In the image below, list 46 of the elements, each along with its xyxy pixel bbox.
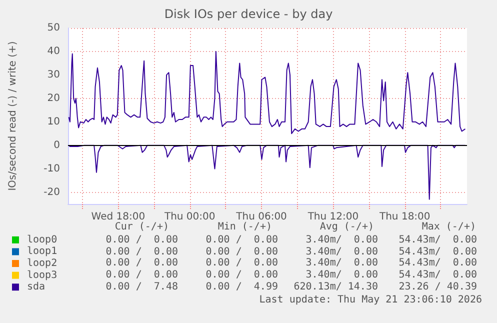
chart-title: Disk IOs per device - by day: [164, 7, 333, 21]
text: 54.43m/ 0.00: [398, 258, 477, 268]
legend-label: loop2: [27, 258, 58, 269]
y-tick-label: -20: [44, 186, 60, 198]
text: 23.26 / 40.39: [398, 282, 477, 292]
text: 54.43m/ 0.00: [398, 270, 477, 280]
text: Avg (-/+): [320, 222, 374, 232]
text: 620.13m/ 14.30: [294, 282, 378, 292]
text: 0.00 / 0.00: [106, 258, 178, 268]
legend-label: loop0: [27, 234, 58, 246]
text: Cur (-/+): [114, 222, 169, 232]
text: Min (-/+): [218, 222, 272, 232]
legend-label: loop3: [27, 270, 58, 281]
y-tick-label: 50: [47, 22, 60, 34]
x-tick-label: Thu 00:00: [163, 212, 216, 222]
text: 54.43m/ 0.00: [398, 246, 477, 258]
text: 3.40m/ 0.00: [306, 270, 378, 280]
text: Max (-/+): [422, 222, 476, 232]
x-tick-label: Thu 06:00: [235, 212, 287, 222]
text: 0.00 / 4.99: [206, 282, 278, 292]
text: 0.00 / 0.00: [206, 246, 278, 258]
text: 3.40m/ 0.00: [306, 246, 378, 258]
text: 0.00 / 0.00: [106, 270, 178, 280]
text: 0.00 / 0.00: [106, 234, 178, 246]
text: 54.43m/ 0.00: [398, 234, 477, 246]
text: 3.40m/ 0.00: [306, 234, 378, 246]
text: 0.00 / 0.00: [206, 270, 278, 280]
text: 0.00 / 0.00: [206, 258, 278, 268]
legend-label: loop1: [27, 246, 58, 258]
line-series: [68, 50, 466, 134]
legend-label: sda: [27, 282, 46, 293]
y-tick-label: 30: [47, 69, 60, 80]
y-tick-label: 10: [47, 116, 60, 128]
y-tick-label: 40: [47, 46, 60, 57]
text: Last update: Thu May 21 23:06:10 2026: [259, 294, 482, 306]
y-tick-label: 20: [47, 92, 60, 104]
text: 0.00 / 0.00: [106, 246, 178, 258]
text: 3.40m/ 0.00: [306, 258, 378, 268]
text: 0.00 / 7.48: [106, 282, 178, 292]
y-tick-label: 0: [54, 140, 60, 151]
text: 0.00 / 0.00: [206, 234, 278, 246]
x-tick-label: Wed 18:00: [91, 212, 146, 222]
y-tick-label: -10: [44, 163, 60, 174]
y-axis-title: IOs/second read (-) / write (+): [8, 41, 18, 191]
x-tick-label: Thu 18:00: [378, 212, 430, 222]
x-tick-label: Thu 12:00: [306, 212, 359, 222]
